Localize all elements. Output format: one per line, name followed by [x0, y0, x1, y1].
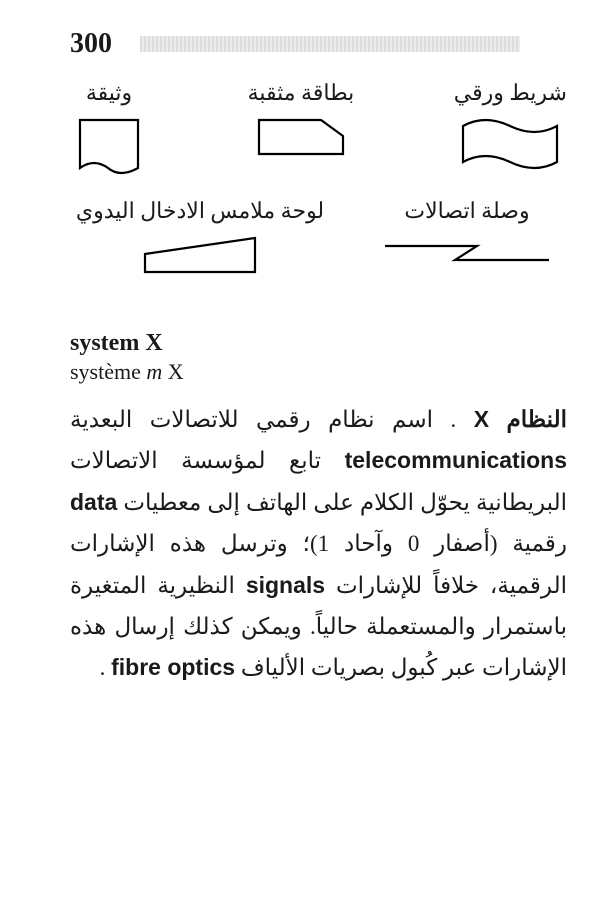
symbol-label: لوحة ملامس الادخال اليدوي — [76, 198, 324, 224]
symbol-comm-link: وصلة اتصالات — [367, 198, 567, 270]
def-part: . — [100, 655, 112, 680]
page-number: 300 — [70, 28, 112, 60]
term-english: system X — [70, 330, 567, 357]
symbol-document: وثيقة — [70, 80, 148, 184]
symbol-manual-input: لوحة ملامس الادخال اليدوي — [70, 198, 330, 280]
symbol-punched-card: بطاقة مثقبة — [248, 80, 355, 162]
def-latin-signals: signals — [246, 572, 325, 598]
term-french-gender: m — [146, 359, 162, 384]
term-french-post: X — [162, 359, 183, 384]
flowchart-symbols: شريط ورقي بطاقة مثقبة وثيقة وصلة اتصالات — [70, 80, 567, 280]
header-streak — [140, 36, 520, 52]
def-part: النظام — [489, 407, 567, 432]
comm-link-icon — [377, 230, 557, 270]
def-part: . اسم نظام رقمي للاتصالات البعدية — [70, 407, 474, 432]
punched-card-icon — [251, 112, 351, 162]
term-french-pre: système — [70, 359, 146, 384]
symbol-paper-tape: شريط ورقي — [454, 80, 567, 176]
def-latin-fibre: fibre optics — [111, 654, 235, 680]
term-french: système m X — [70, 359, 567, 385]
document-icon — [70, 112, 148, 184]
symbol-label: شريط ورقي — [454, 80, 567, 106]
symbol-label: وثيقة — [86, 80, 132, 106]
symbol-label: بطاقة مثقبة — [248, 80, 355, 106]
def-latin-telecom: telecommunications — [345, 447, 567, 473]
paper-tape-icon — [455, 112, 565, 176]
definition-text: النظام X . اسم نظام رقمي للاتصالات البعد… — [70, 399, 567, 689]
def-latin-data: data — [70, 489, 117, 515]
dictionary-entry: system X système m X النظام X . اسم نظام… — [70, 330, 567, 689]
symbol-label: وصلة اتصالات — [404, 198, 529, 224]
manual-input-icon — [135, 230, 265, 280]
def-latin-x: X — [474, 406, 489, 432]
